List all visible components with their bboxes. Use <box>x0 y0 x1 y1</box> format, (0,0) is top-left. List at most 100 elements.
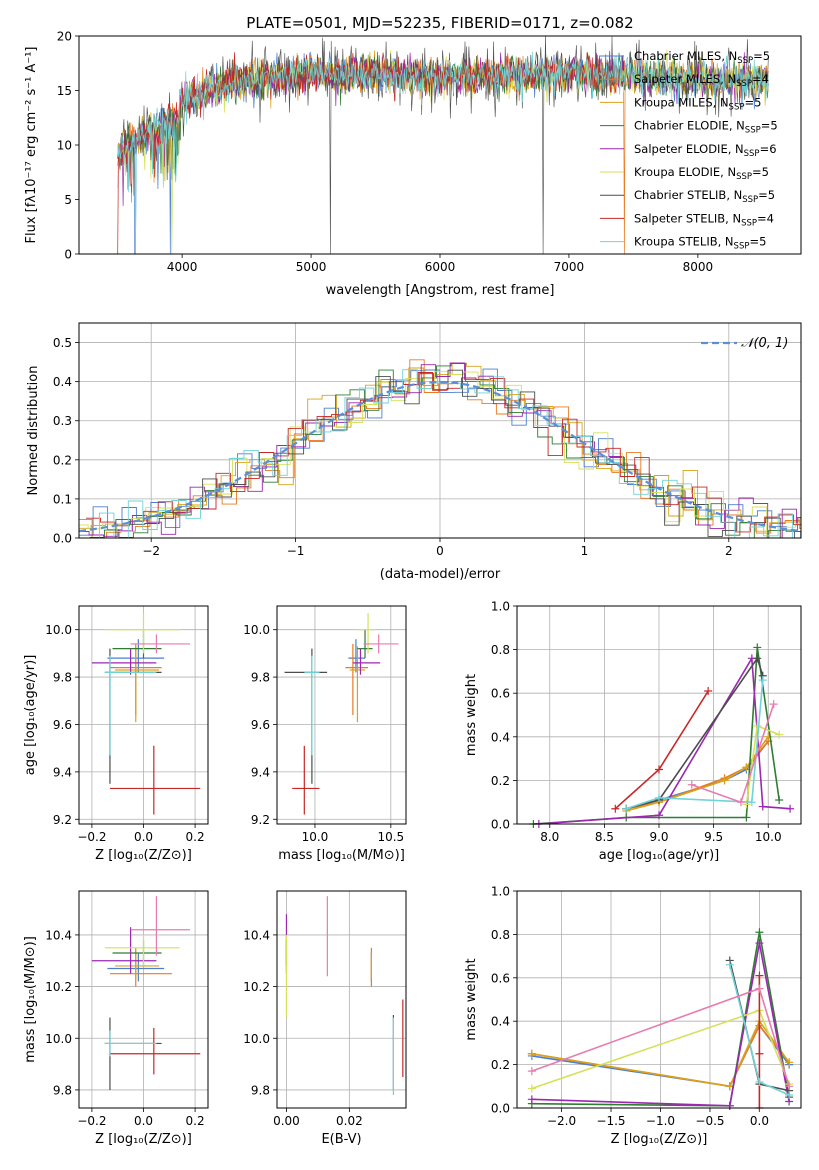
x-tick-label: 9.5 <box>704 830 723 844</box>
y-tick-label: 0.8 <box>491 643 510 657</box>
x-tick-label: 0 <box>436 544 444 558</box>
legend-subscript: SSP <box>737 56 753 66</box>
errorbar-point <box>104 1030 157 1057</box>
x-tick-label: 8.5 <box>595 830 614 844</box>
y-tick-label: 0.4 <box>491 730 510 744</box>
legend-entry: Salpeter ELODIE, NSSP=6 <box>634 142 777 159</box>
y-tick-label: 20 <box>57 30 72 44</box>
errorbar-point <box>115 646 159 723</box>
legend-subscript: SSP <box>729 102 745 112</box>
legend-entry: Salpeter STELIB, NSSP=4 <box>634 211 774 228</box>
histogram-series <box>79 368 801 538</box>
x-axis-label: Z [log₁₀(Z/Z⊙)] <box>95 848 192 863</box>
mass-weight-marker <box>704 687 713 696</box>
x-tick-label: −0.5 <box>695 1114 724 1128</box>
axes-mass_weight_vs_age: 8.0 8.5 9.0 9.5 10.0 0.0 0.2 0.4 0.6 0.8 1.0 <box>491 600 801 844</box>
x-tick-label: −0.2 <box>77 830 106 844</box>
plot-frame <box>516 605 802 825</box>
errorbar-point <box>104 934 180 966</box>
y-tick-label: 9.8 <box>53 671 72 685</box>
x-tick-label: −1 <box>287 544 305 558</box>
histogram-series <box>79 370 801 538</box>
y-tick-label: 0 <box>64 248 72 262</box>
mass-weight-marker <box>655 811 663 820</box>
y-tick-label: 9.6 <box>53 718 72 732</box>
plot-frame <box>78 605 209 825</box>
x-tick-label: 6000 <box>425 260 456 274</box>
mass-weight-marker <box>725 960 734 969</box>
errorbar-point <box>104 613 180 654</box>
mass-weight-marker <box>753 654 762 663</box>
x-axis-label: Z [log₁₀(Z/Z⊙)] <box>95 1132 192 1147</box>
legend-label: Chabrier STELIB, N <box>634 188 742 202</box>
mass-weight-marker <box>753 643 762 652</box>
y-axis-label: Flux [fλ10⁻¹⁷ erg cm⁻² s⁻¹ A⁻¹] <box>24 47 39 244</box>
histogram-series <box>86 372 801 533</box>
legend-suffix: =5 <box>749 235 766 249</box>
x-tick-label: 8.0 <box>540 830 559 844</box>
y-tick-label: 0.4 <box>491 1015 510 1029</box>
x-tick-label: 5000 <box>296 260 327 274</box>
errorbar-point <box>345 643 369 715</box>
plot-frame <box>516 890 802 1109</box>
y-tick-label: 0.2 <box>491 1058 510 1072</box>
errorbar-point <box>363 634 399 654</box>
x-tick-label: −0.2 <box>77 1114 106 1128</box>
axes-age_vs_Z: −0.2 0.0 0.2 9.2 9.4 9.6 9.8 10.0 <box>45 606 208 844</box>
legend-entry: Chabrier MILES, NSSP=5 <box>634 49 770 66</box>
y-tick-label: 0.0 <box>491 818 510 832</box>
x-axis-label: age [log₁₀(age/yr)] <box>599 848 720 863</box>
y-tick-label: 5 <box>64 193 72 207</box>
y-axis-label: mass weight <box>464 958 479 1040</box>
y-tick-label: 10.4 <box>243 928 270 942</box>
axes-mass_vs_Z: −0.2 0.0 0.2 9.8 10.0 10.2 10.4 <box>45 891 208 1128</box>
x-tick-label: −2 <box>142 544 160 558</box>
y-tick-label: 10.0 <box>45 623 72 637</box>
x-tick-label: 10.5 <box>377 830 404 844</box>
legend-suffix: =5 <box>752 165 769 179</box>
errorbar-point <box>357 613 376 654</box>
mass-weight-marker <box>720 776 729 785</box>
y-tick-label: 1.0 <box>491 885 510 899</box>
y-tick-label: 10.2 <box>243 980 270 994</box>
mass-weight-marker <box>785 1058 794 1067</box>
mass-weight-marker <box>527 1084 536 1093</box>
histogram-series <box>79 362 801 532</box>
y-tick-label: 10.2 <box>45 980 72 994</box>
y-tick-label: 9.8 <box>53 1083 72 1097</box>
errorbar-point <box>348 639 366 673</box>
mass-weight-marker <box>755 1049 764 1058</box>
mass-weight-marker <box>755 928 764 937</box>
mass-weight-marker <box>758 676 767 685</box>
y-tick-label: 10 <box>57 139 72 153</box>
normal-curve <box>78 380 802 533</box>
plot-frame <box>78 322 802 539</box>
legend-subscript: SSP <box>741 218 757 228</box>
y-tick-label: 0.6 <box>491 971 510 985</box>
legend-label: Kroupa MILES, N <box>634 95 729 109</box>
legend-label: Kroupa ELODIE, N <box>634 165 736 179</box>
errorbar-point <box>130 634 190 654</box>
errorbar-point <box>91 648 157 675</box>
y-tick-label: 9.6 <box>251 718 270 732</box>
mass-weight-line <box>531 1019 790 1088</box>
axes-age_vs_mass: 10.0 10.5 9.2 9.4 9.6 9.8 10.0 <box>243 606 406 844</box>
legend-subscript: SSP <box>736 79 752 89</box>
x-tick-label: 8000 <box>683 260 714 274</box>
x-axis-label: wavelength [Angstrom, rest frame] <box>326 283 555 298</box>
mass-weight-marker <box>775 796 784 805</box>
x-axis-label: (data-model)/error <box>380 567 501 582</box>
mass-weight-marker <box>611 804 620 813</box>
legend-suffix: =5 <box>744 95 761 109</box>
y-tick-label: 0.6 <box>491 687 510 701</box>
mass-weight-marker <box>755 939 764 948</box>
y-tick-label: 10.0 <box>243 1032 270 1046</box>
y-tick-label: 0.2 <box>53 453 72 467</box>
errorbar-point <box>91 927 157 974</box>
mass-weight-marker <box>758 802 767 811</box>
legend-subscript: SSP <box>742 195 758 205</box>
x-axis-label: mass [log₁₀(M/M⊙)] <box>278 848 405 863</box>
mass-weight-marker <box>755 1077 764 1086</box>
mass-weight-marker <box>775 730 784 739</box>
